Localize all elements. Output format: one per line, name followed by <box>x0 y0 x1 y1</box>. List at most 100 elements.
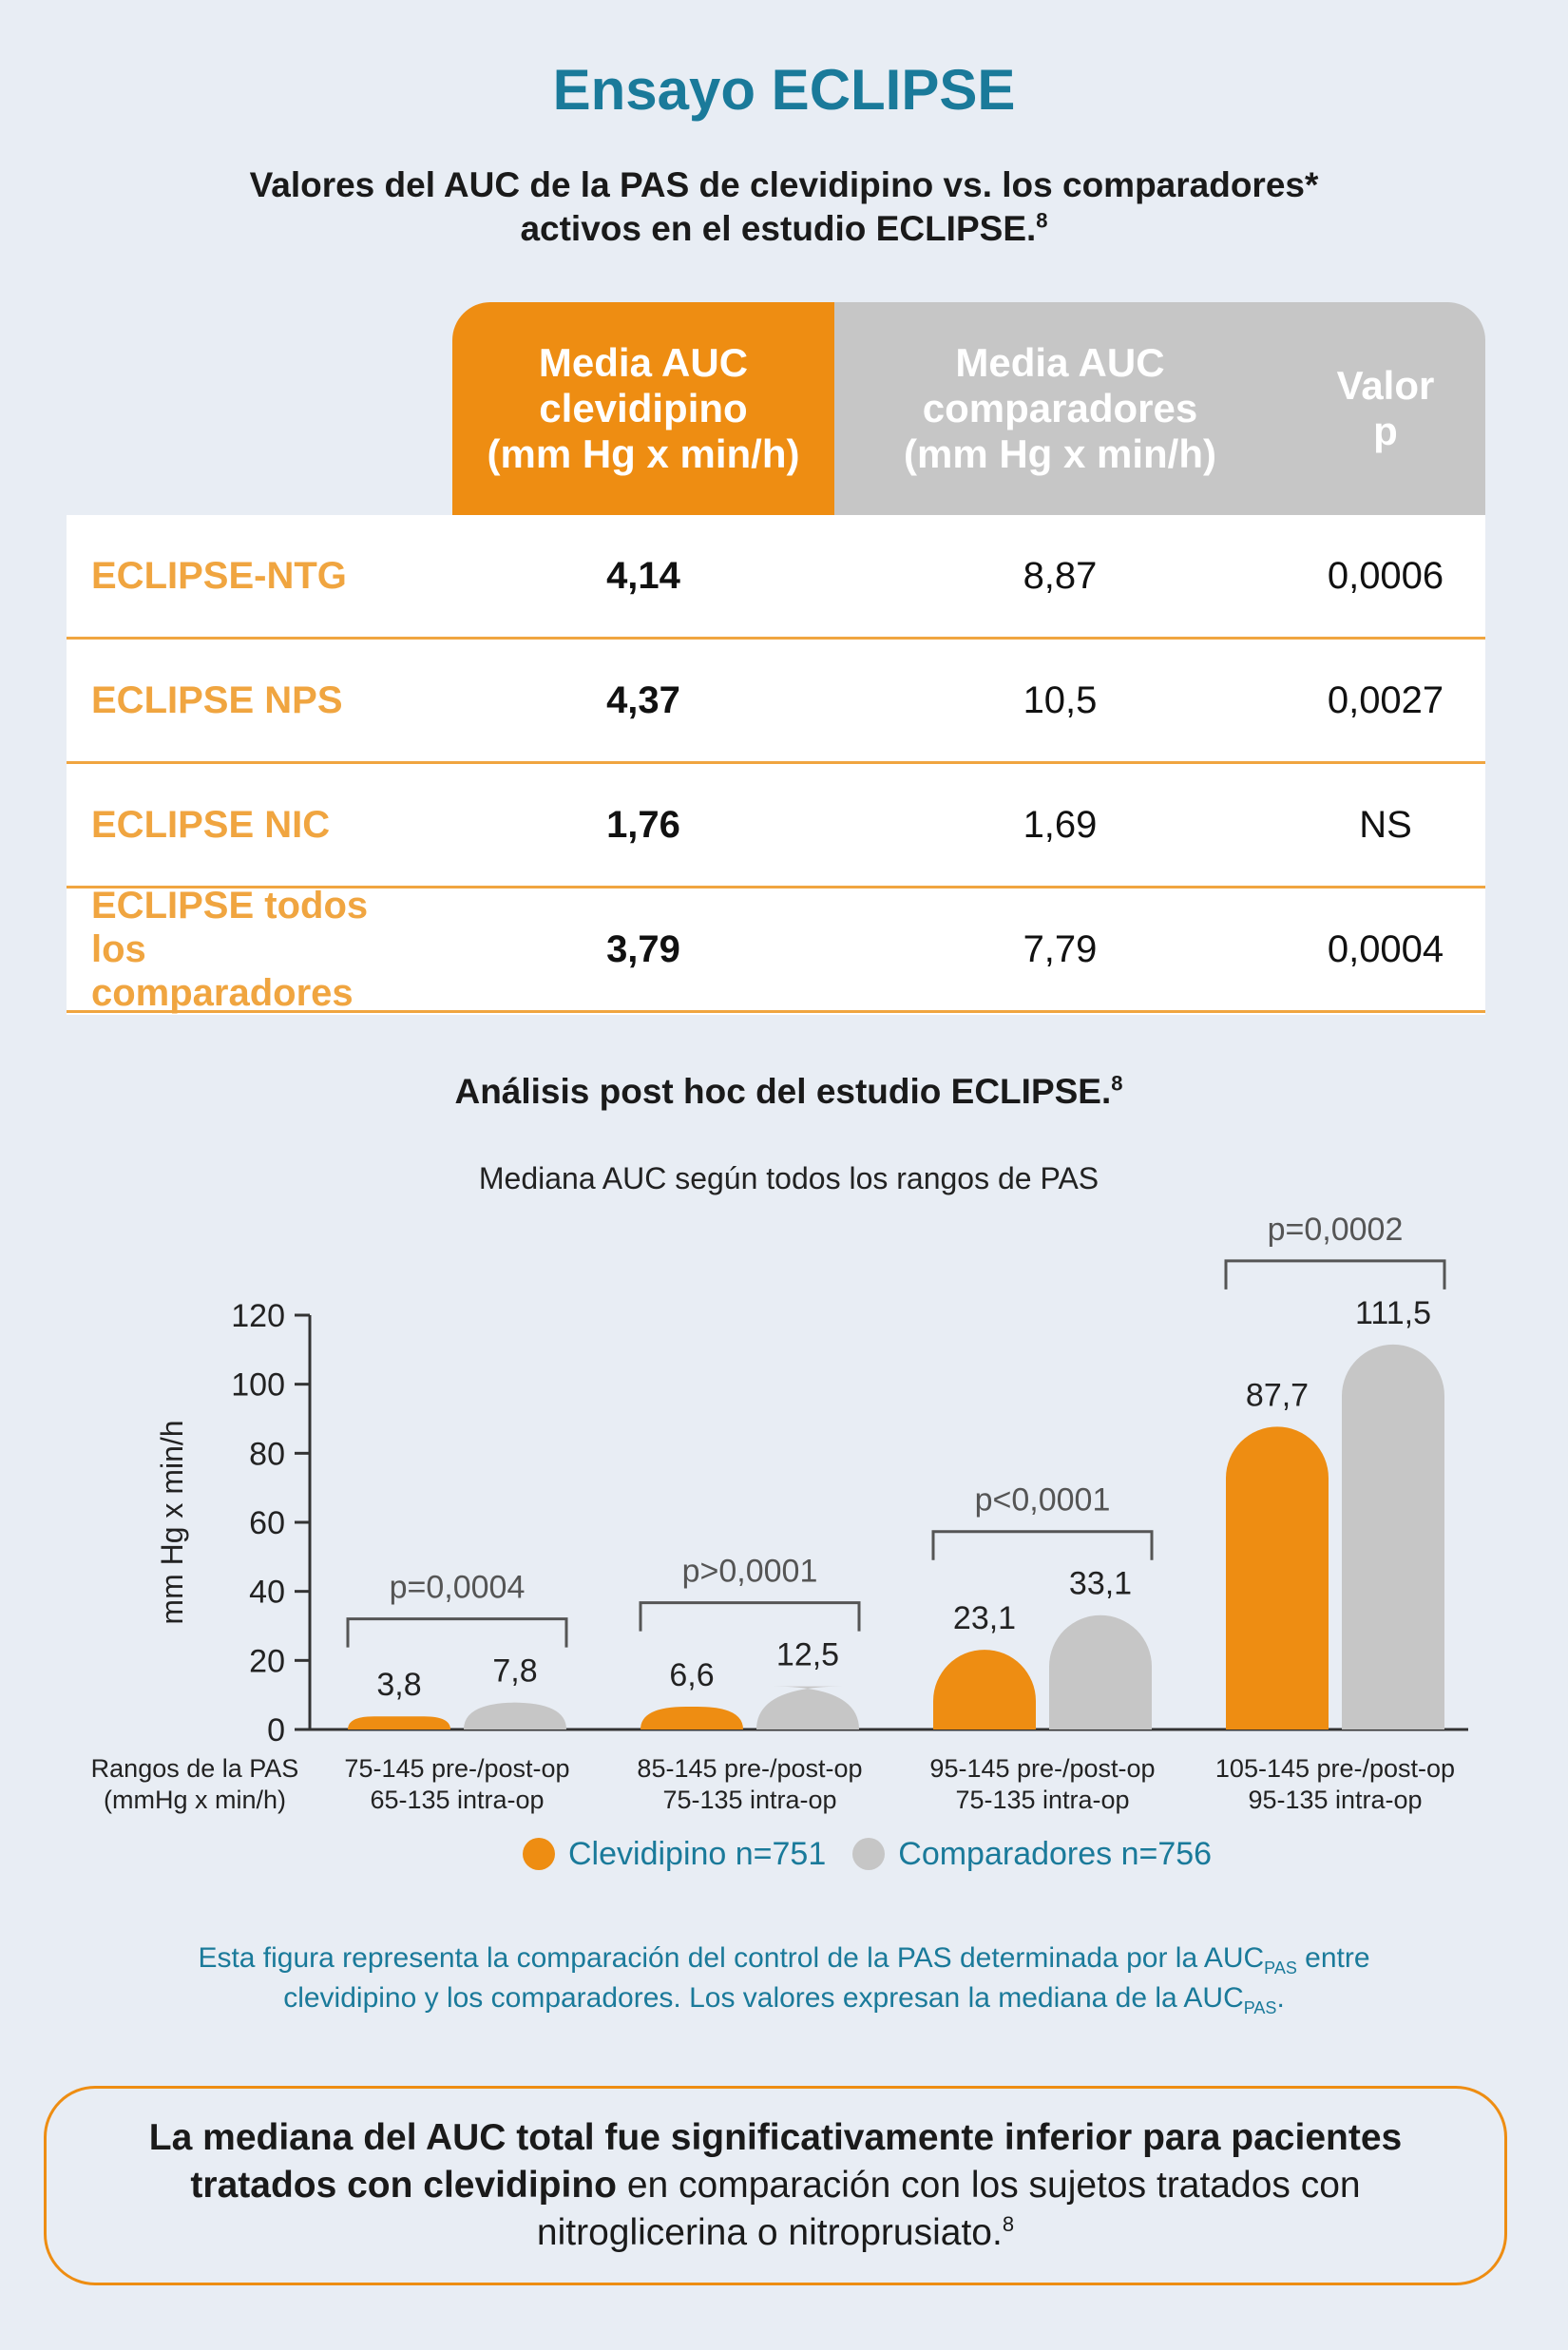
y-tick-label: 80 <box>249 1436 285 1472</box>
y-tick-label: 20 <box>249 1643 285 1679</box>
x-tick-label: 85-145 pre-/post-op <box>637 1754 862 1783</box>
results-table: ECLIPSE-NTG 4,14 8,87 0,0006 ECLIPSE NPS… <box>67 515 1485 1015</box>
row-name: ECLIPSE NIC <box>91 804 331 846</box>
legend-dot-clevidipino <box>523 1838 555 1870</box>
conclusion-bold: La mediana del AUC total fue significati… <box>148 2117 1403 2206</box>
row-name: ECLIPSE-NTG <box>91 555 347 597</box>
row-comp-value: 10,5 <box>1023 678 1098 721</box>
x-tick-label: 65-135 intra-op <box>370 1786 544 1814</box>
p-value-label: p=0,0002 <box>1268 1212 1404 1248</box>
table-row: ECLIPSE NPS 4,37 10,5 0,0027 <box>67 640 1485 764</box>
row-clev-value: 1,76 <box>606 803 680 846</box>
legend-label-clevidipino: Clevidipino n=751 <box>568 1835 827 1872</box>
data-label: 12,5 <box>776 1637 839 1673</box>
row-clev-value: 4,14 <box>606 554 680 597</box>
row-p-value: 0,0006 <box>1327 554 1444 597</box>
p-value-bracket <box>1224 1259 1446 1290</box>
row-clev-value: 3,79 <box>606 927 680 970</box>
table-row: ECLIPSE todos los comparadores 3,79 7,79… <box>67 885 1485 1014</box>
y-tick-label: 120 <box>231 1298 285 1334</box>
header-comp-line-3: (mm Hg x min/h) <box>903 431 1216 476</box>
subtitle-line-1: Valores del AUC de la PAS de clevidipino… <box>249 165 1319 204</box>
legend-item-clevidipino: Clevidipino n=751 <box>523 1836 826 1873</box>
header-comp-line-1: Media AUC <box>955 340 1165 385</box>
x-tick-label: 75-135 intra-op <box>662 1786 836 1814</box>
post-hoc-ref: 8 <box>1111 1071 1123 1096</box>
x-tick-label: 95-135 intra-op <box>1248 1786 1422 1814</box>
bar-comparadores <box>1342 1344 1444 1729</box>
row-name: ECLIPSE todos los comparadores <box>91 885 369 1014</box>
bar-comparadores <box>756 1686 859 1729</box>
figure-note: Esta figura representa la comparación de… <box>0 1939 1568 2018</box>
header-p-line-2: p <box>1373 409 1398 453</box>
note-line-2-a: clevidipino y los comparadores. Los valo… <box>283 1982 1244 2014</box>
conclusion-text: La mediana del AUC total fue significati… <box>104 2114 1447 2257</box>
note-line-2: clevidipino y los comparadores. Los valo… <box>0 1978 1568 2018</box>
row-comp-value: 7,79 <box>1023 927 1098 970</box>
row-comp-value: 1,69 <box>1023 803 1098 846</box>
chart-legend: Clevidipino n=751 Comparadores n=756 <box>523 1830 1238 1878</box>
header-p-line-1: Valor <box>1336 363 1435 408</box>
bar-clevidipino <box>641 1707 743 1729</box>
bar-comparadores <box>464 1702 566 1729</box>
table-subtitle: Valores del AUC de la PAS de clevidipino… <box>0 163 1568 251</box>
data-label: 3,8 <box>376 1667 421 1703</box>
row-p-value: 0,0027 <box>1327 678 1444 721</box>
header-comparadores: Media AUC comparadores (mm Hg x min/h) <box>834 302 1286 515</box>
table-row: ECLIPSE-NTG 4,14 8,87 0,0006 <box>67 515 1485 640</box>
x-tick-label: 95-145 pre-/post-op <box>929 1754 1155 1783</box>
bar-clevidipino <box>933 1650 1036 1729</box>
bar-chart: 0 20 40 60 80 100 120 mm Hg x min/h Rangos de la… <box>91 1212 1468 1814</box>
conclusion-box: La mediana del AUC total fue significati… <box>44 2086 1507 2285</box>
row-comp-value: 8,87 <box>1023 554 1098 597</box>
post-hoc-title: Análisis post hoc del estudio ECLIPSE.8 <box>0 1072 1568 1112</box>
x-tick-label: 75-135 intra-op <box>955 1786 1129 1814</box>
p-value-label: p<0,0001 <box>975 1482 1111 1519</box>
data-label: 7,8 <box>492 1653 537 1690</box>
note-line-1-a: Esta figura representa la comparación de… <box>198 1942 1265 1974</box>
data-label: 111,5 <box>1355 1295 1431 1331</box>
data-label: 23,1 <box>953 1600 1016 1636</box>
p-value-bracket <box>931 1530 1154 1560</box>
x-tick-label: 105-145 pre-/post-op <box>1215 1754 1455 1783</box>
bar-clevidipino <box>348 1716 450 1729</box>
chart-title: Mediana AUC según todos los rangos de PA… <box>478 1161 1100 1195</box>
header-clev-line-2: clevidipino <box>539 386 748 430</box>
x-tick-label: 75-145 pre-/post-op <box>344 1754 569 1783</box>
legend-label-comparadores: Comparadores n=756 <box>898 1835 1213 1872</box>
p-value-label: p=0,0004 <box>390 1570 526 1606</box>
page-title: Ensayo ECLIPSE <box>552 58 1016 122</box>
note-line-1-b: entre <box>1296 1942 1370 1974</box>
header-clevidipino: Media AUC clevidipino (mm Hg x min/h) <box>452 302 834 515</box>
table-row: ECLIPSE NIC 1,76 1,69 NS <box>67 764 1485 888</box>
legend-dot-comparadores <box>852 1838 886 1870</box>
conclusion-ref: 8 <box>1002 2212 1015 2236</box>
row-clev-value: 4,37 <box>606 678 680 721</box>
p-value-bracket <box>639 1601 861 1632</box>
p-value-bracket <box>346 1617 568 1648</box>
y-tick-label: 60 <box>249 1505 285 1541</box>
y-tick-label: 100 <box>231 1367 285 1404</box>
data-label: 33,1 <box>1069 1566 1132 1602</box>
data-label: 87,7 <box>1246 1377 1309 1413</box>
header-comparadores-background <box>834 302 1485 515</box>
y-axis-label: mm Hg x min/h <box>155 1420 189 1624</box>
header-clev-line-3: (mm Hg x min/h) <box>487 431 800 476</box>
post-hoc-title-text: Análisis post hoc del estudio ECLIPSE. <box>454 1072 1112 1111</box>
subtitle-line-2-text: activos en el estudio ECLIPSE. <box>520 209 1037 248</box>
header-comp-line-2: comparadores <box>922 386 1198 430</box>
x-axis-label: Rangos de la PAS <box>91 1754 299 1783</box>
row-name: ECLIPSE NPS <box>91 679 343 721</box>
row-p-value: 0,0004 <box>1327 927 1444 970</box>
bar-comparadores <box>1049 1614 1152 1729</box>
x-axis-label: (mmHg x min/h) <box>104 1786 286 1814</box>
bar-clevidipino <box>1226 1426 1329 1729</box>
subtitle-ref: 8 <box>1036 208 1048 233</box>
conclusion-rest: en comparación con los sujetos tratados … <box>536 2165 1361 2253</box>
note-line-2-b: . <box>1276 1982 1285 2014</box>
y-tick-label: 0 <box>267 1712 285 1748</box>
note-line-1-sub: PAS <box>1264 1958 1297 1977</box>
header-valor-p: Valor p <box>1286 302 1485 515</box>
data-label: 6,6 <box>669 1657 714 1693</box>
header-clev-line-1: Media AUC <box>538 340 749 385</box>
